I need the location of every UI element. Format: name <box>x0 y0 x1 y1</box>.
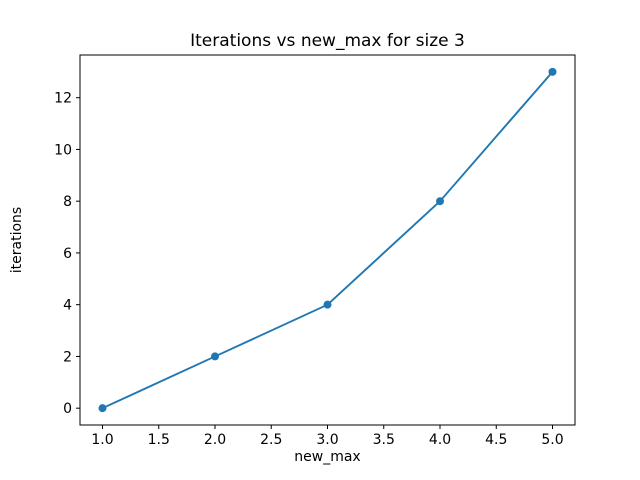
x-tick-label: 2.5 <box>260 432 282 448</box>
axes-frame <box>79 54 576 426</box>
x-tick-label: 5.0 <box>541 432 563 448</box>
data-point <box>548 67 557 76</box>
data-point <box>98 404 107 413</box>
y-tick-label: 4 <box>63 298 72 314</box>
y-tick-label: 0 <box>63 401 72 417</box>
x-tick-label: 3.5 <box>373 432 395 448</box>
data-point <box>211 352 219 361</box>
x-axis-label: new_max <box>294 449 361 465</box>
chart-title: Iterations vs new_max for size 3 <box>190 31 465 51</box>
x-tick-label: 1.5 <box>148 432 170 448</box>
x-tick-label: 3.0 <box>316 432 338 448</box>
y-tick-label: 12 <box>54 91 72 107</box>
x-tick-label: 1.0 <box>91 432 113 448</box>
data-line <box>101 70 554 410</box>
x-tick-label: 4.0 <box>429 432 451 448</box>
x-tick-label: 4.5 <box>485 432 507 448</box>
y-tick-label: 6 <box>63 246 72 262</box>
y-tick-label: 10 <box>54 142 72 158</box>
data-point <box>436 197 444 206</box>
y-tick-label: 8 <box>63 194 72 210</box>
x-tick-label: 2.0 <box>204 432 226 448</box>
data-point <box>323 300 332 309</box>
y-tick-label: 2 <box>63 349 72 365</box>
